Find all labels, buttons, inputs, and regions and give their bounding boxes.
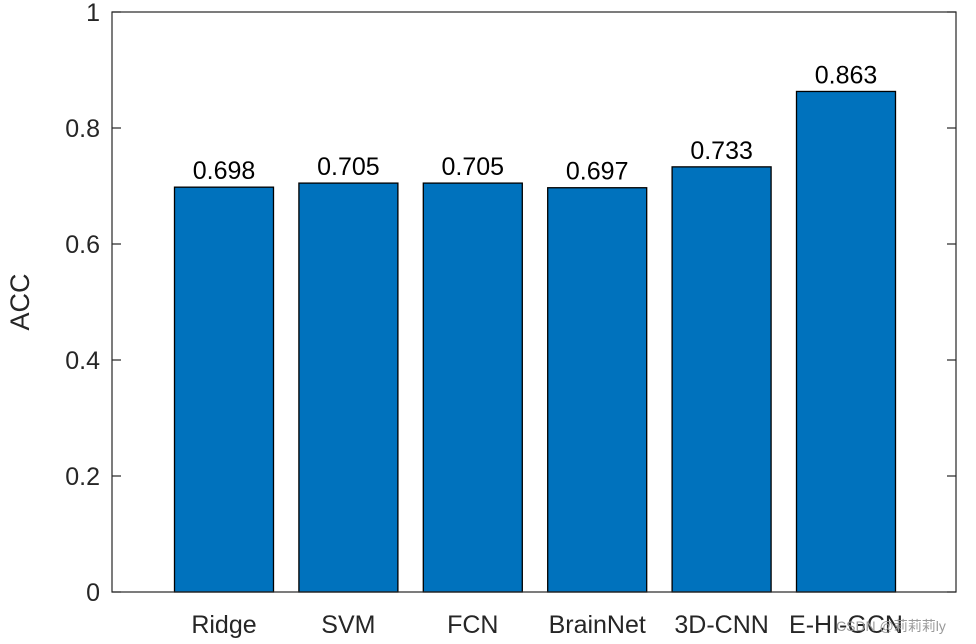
x-tick-label: 3D-CNN	[674, 611, 768, 639]
bar-value-label: 0.698	[193, 157, 256, 185]
y-axis-title: ACC	[5, 273, 35, 330]
x-tick-label: BrainNet	[549, 611, 646, 639]
bar-value-label: 0.863	[815, 61, 878, 89]
bar-value-label: 0.705	[317, 153, 380, 181]
bar-value-label: 0.697	[566, 158, 629, 186]
y-tick-label: 0.8	[65, 115, 100, 143]
bar-e-hi-gcn	[795, 90, 897, 593]
y-tick-label: 1	[86, 0, 100, 27]
y-tick-label: 0	[86, 579, 100, 607]
x-tick-label: E-HI-GCN	[789, 611, 903, 639]
bar-brainnet	[547, 187, 648, 593]
x-tick-label: Ridge	[191, 611, 256, 639]
x-tick-label: FCN	[447, 611, 498, 639]
watermark-text: CSDN @莉莉莉ly	[836, 618, 946, 634]
bar-value-label: 0.705	[442, 153, 505, 181]
bar-3d-cnn	[671, 166, 772, 593]
bar-svm	[298, 182, 399, 593]
y-tick-label: 0.2	[65, 463, 100, 491]
bar-fcn	[422, 182, 523, 593]
y-tick-label: 0.4	[65, 347, 100, 375]
y-axis-ticks: 0 0.2 0.4 0.6 0.8 1	[65, 0, 956, 607]
x-axis-ticks: Ridge SVM FCN BrainNet 3D-CNN E-HI-GCN	[191, 583, 903, 639]
bar-ridge	[173, 186, 275, 593]
y-tick-label: 0.6	[65, 231, 100, 259]
plot-area-frame	[111, 11, 957, 593]
bar-value-labels: 0.698 0.705 0.705 0.697 0.733 0.863	[193, 61, 878, 185]
bar-series	[173, 90, 897, 593]
x-tick-label: SVM	[321, 611, 375, 639]
bar-value-label: 0.733	[690, 137, 753, 165]
